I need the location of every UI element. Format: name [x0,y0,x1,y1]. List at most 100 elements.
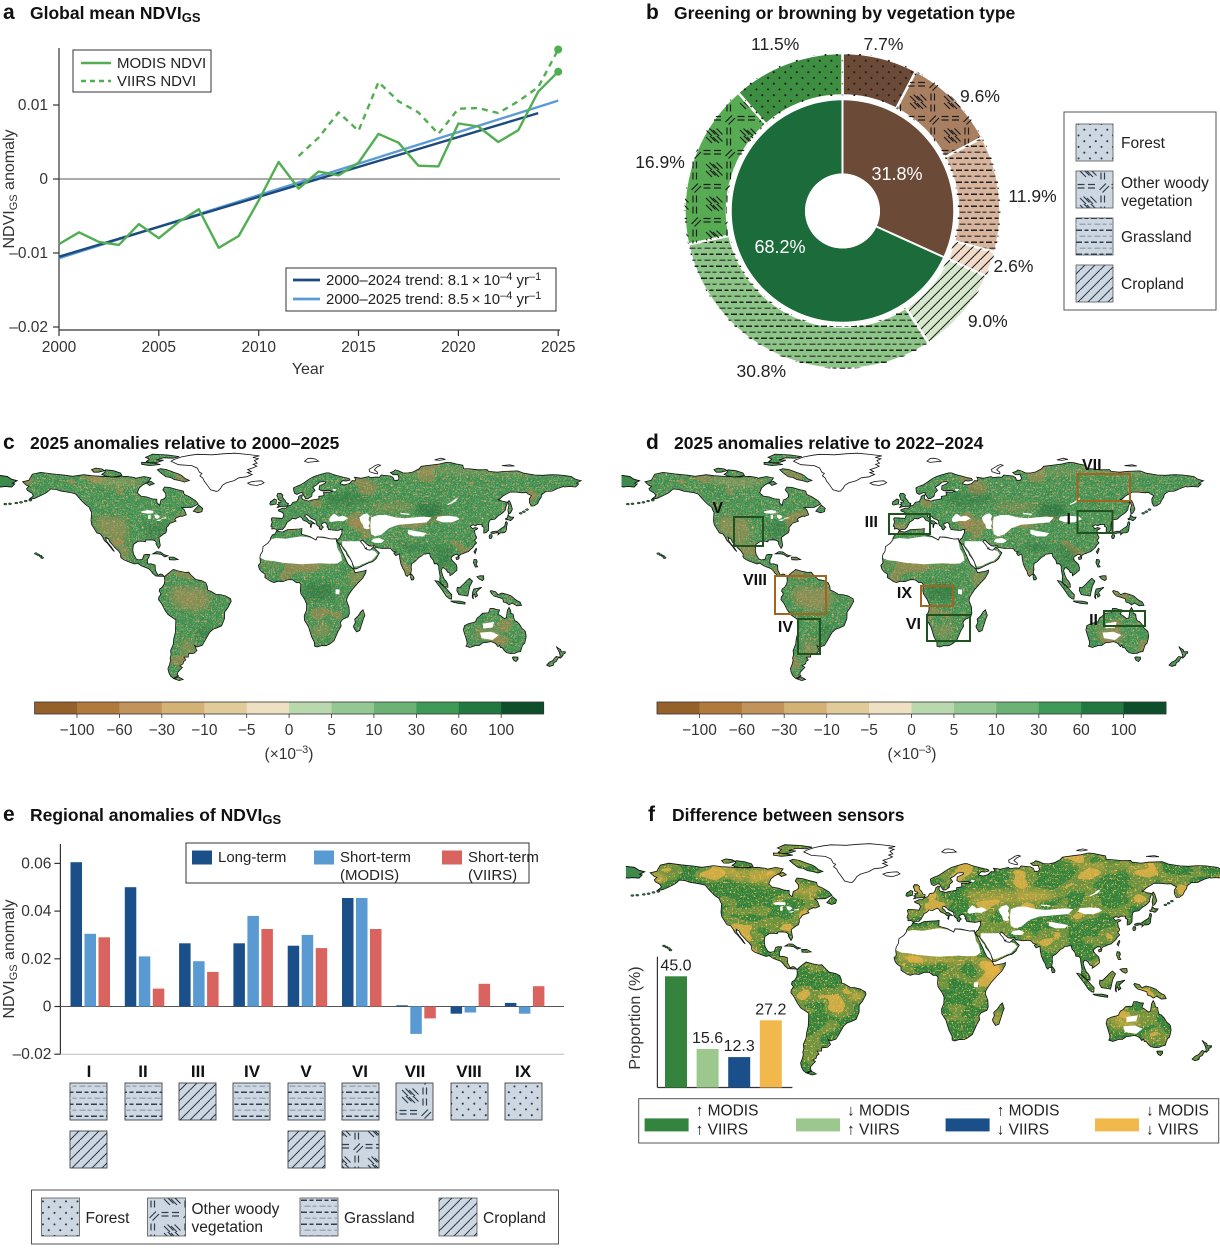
svg-text:2.6%: 2.6% [994,256,1034,276]
svg-text:a: a [3,1,15,24]
svg-text:0: 0 [39,171,48,188]
svg-text:Short-term: Short-term [340,849,411,866]
svg-text:↓ VIIRS: ↓ VIIRS [1146,1122,1199,1139]
svg-text:–0.01: –0.01 [9,245,48,262]
svg-text:V: V [300,1062,312,1081]
svg-text:11.9%: 11.9% [1008,186,1056,206]
svg-text:↑ VIIRS: ↑ VIIRS [847,1122,900,1139]
svg-text:IX: IX [897,585,912,602]
svg-text:27.2: 27.2 [755,1001,786,1018]
svg-text:2000–2025 trend: 8.5 × 10–4 yr: 2000–2025 trend: 8.5 × 10–4 yr–1 [326,290,541,308]
svg-text:VIII: VIII [456,1062,482,1081]
svg-text:IV: IV [778,619,793,636]
svg-text:2005: 2005 [142,339,176,356]
svg-text:2015: 2015 [341,339,375,356]
svg-text:−5: −5 [860,722,878,739]
svg-text:45.0: 45.0 [660,957,691,974]
svg-text:Global mean NDVIGS: Global mean NDVIGS [30,3,201,25]
svg-text:0.01: 0.01 [18,97,48,114]
svg-text:0: 0 [907,722,916,739]
svg-text:Cropland: Cropland [1121,276,1184,293]
svg-text:(VIIRS): (VIIRS) [468,867,517,884]
svg-text:10: 10 [365,722,383,739]
svg-text:d: d [646,431,659,454]
svg-text:Proportion (%): Proportion (%) [627,966,644,1069]
svg-text:12.3: 12.3 [724,1038,755,1055]
svg-text:NDVIGS anomaly: NDVIGS anomaly [1,899,20,1018]
svg-text:(×10–3): (×10–3) [265,744,314,763]
svg-text:VI: VI [352,1062,368,1081]
svg-text:5: 5 [950,722,959,739]
svg-text:NDVIGS anomaly: NDVIGS anomaly [1,129,20,248]
svg-text:2000: 2000 [42,339,77,356]
svg-text:Forest: Forest [1121,135,1166,152]
svg-text:III: III [865,514,878,531]
svg-text:0: 0 [43,999,52,1016]
svg-text:↓ MODIS: ↓ MODIS [847,1103,910,1120]
svg-text:5: 5 [327,722,336,739]
svg-text:vegetation: vegetation [192,1219,264,1236]
svg-text:(MODIS): (MODIS) [340,867,399,884]
svg-text:60: 60 [1073,722,1091,739]
svg-text:0: 0 [285,722,294,739]
svg-text:30.8%: 30.8% [736,361,786,381]
svg-text:0.06: 0.06 [21,855,51,872]
svg-text:Cropland: Cropland [483,1210,546,1227]
svg-text:7.7%: 7.7% [864,34,904,54]
svg-text:30: 30 [408,722,426,739]
svg-text:–0.02: –0.02 [9,319,48,336]
svg-text:16.9%: 16.9% [635,152,685,172]
svg-text:−10: −10 [814,722,841,739]
svg-text:Regional anomalies of NDVIGS: Regional anomalies of NDVIGS [30,805,282,827]
svg-text:Year: Year [292,361,325,378]
svg-text:2010: 2010 [241,339,276,356]
svg-text:30: 30 [1030,722,1048,739]
svg-text:−100: −100 [682,722,717,739]
svg-text:0.04: 0.04 [21,903,52,920]
svg-text:VIIRS NDVI: VIIRS NDVI [117,73,196,90]
svg-text:V: V [712,500,723,517]
svg-text:9.0%: 9.0% [968,311,1008,331]
svg-text:2020: 2020 [441,339,476,356]
svg-text:↑ MODIS: ↑ MODIS [696,1103,759,1120]
svg-text:Difference between sensors: Difference between sensors [672,805,905,825]
svg-text:100: 100 [488,722,514,739]
svg-text:Grassland: Grassland [1121,229,1192,246]
svg-text:c: c [3,431,15,454]
svg-text:↑ VIIRS: ↑ VIIRS [696,1122,749,1139]
svg-text:↓ VIIRS: ↓ VIIRS [997,1122,1050,1139]
svg-text:↑ MODIS: ↑ MODIS [997,1103,1060,1120]
svg-text:100: 100 [1111,722,1137,739]
svg-text:II: II [1089,612,1098,629]
svg-text:Long-term: Long-term [218,849,286,866]
svg-text:10: 10 [988,722,1006,739]
svg-text:–0.02: –0.02 [13,1046,52,1063]
svg-text:−30: −30 [149,722,176,739]
svg-text:−5: −5 [238,722,256,739]
svg-text:Grassland: Grassland [344,1210,415,1227]
svg-text:VI: VI [906,616,921,633]
svg-text:I: I [87,1062,92,1081]
svg-text:III: III [191,1062,205,1081]
svg-text:(×10–3): (×10–3) [888,744,937,763]
svg-text:−60: −60 [729,722,756,739]
svg-text:↓ MODIS: ↓ MODIS [1146,1103,1209,1120]
svg-text:MODIS NDVI: MODIS NDVI [117,55,206,72]
svg-text:−100: −100 [60,722,95,739]
svg-text:9.6%: 9.6% [960,86,1000,106]
svg-text:f: f [648,803,656,826]
svg-text:II: II [138,1062,147,1081]
svg-text:−30: −30 [771,722,798,739]
svg-text:2000–2024 trend: 8.1 × 10–4 yr: 2000–2024 trend: 8.1 × 10–4 yr–1 [326,271,541,289]
svg-text:VII: VII [405,1062,426,1081]
svg-text:−60: −60 [106,722,133,739]
svg-text:2025: 2025 [541,339,575,356]
svg-text:Other woody: Other woody [192,1201,280,1218]
svg-text:2025 anomalies relative to 202: 2025 anomalies relative to 2022–2024 [674,433,984,453]
svg-text:Other woody: Other woody [1121,175,1209,192]
svg-text:Forest: Forest [86,1210,131,1227]
svg-text:68.2%: 68.2% [754,237,805,257]
svg-text:11.5%: 11.5% [751,34,799,54]
svg-text:Short-term: Short-term [468,849,539,866]
svg-text:b: b [646,1,659,24]
